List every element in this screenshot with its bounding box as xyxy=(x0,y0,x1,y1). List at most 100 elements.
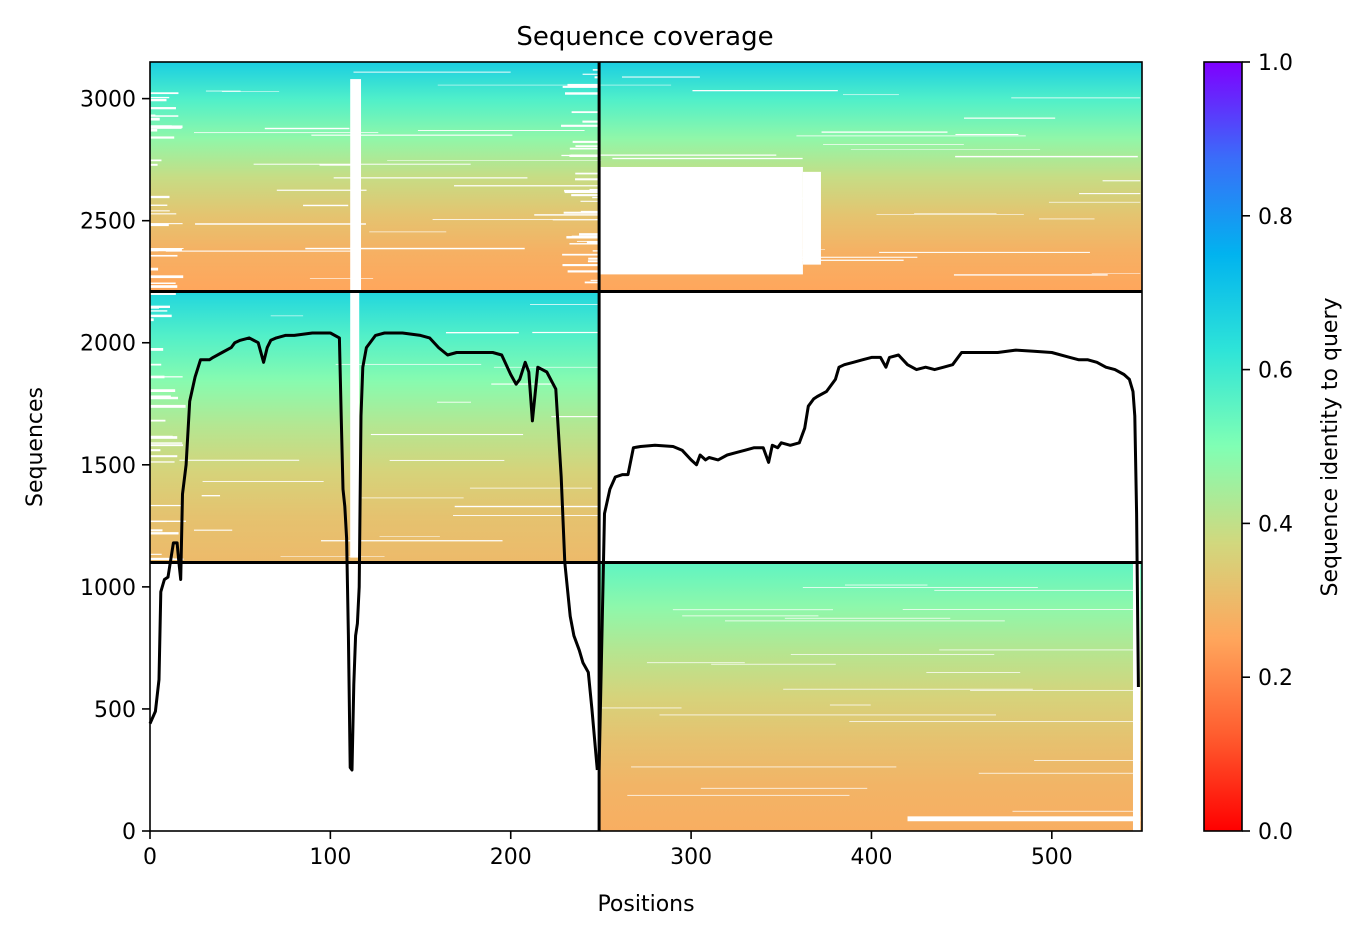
coverage-gap xyxy=(821,131,948,133)
coverage-gap xyxy=(321,540,503,542)
coverage-gap xyxy=(150,292,176,295)
coverage-gap xyxy=(766,345,980,347)
coverage-gap xyxy=(280,556,385,557)
coverage-gap xyxy=(150,223,183,225)
coverage-gap xyxy=(150,96,170,99)
coverage-gap xyxy=(150,254,178,257)
coverage-gap xyxy=(576,240,713,242)
coverage-gap xyxy=(1091,273,1141,274)
coverage-block xyxy=(599,562,1142,831)
coverage-gap xyxy=(682,615,819,617)
coverage-gap xyxy=(150,532,179,535)
coverage-gap xyxy=(150,275,184,279)
coverage-gap xyxy=(587,260,600,263)
coverage-gap xyxy=(592,69,600,71)
coverage-gap xyxy=(387,160,602,161)
coverage-gap xyxy=(575,178,600,181)
coverage-gap xyxy=(150,107,176,110)
coverage-gap xyxy=(221,91,280,92)
coverage-gap xyxy=(437,401,471,403)
coverage-gap xyxy=(150,449,161,452)
coverage-gap xyxy=(783,688,1033,690)
coverage-gap xyxy=(955,155,1138,158)
coverage-gap xyxy=(978,772,1137,774)
coverage-gap xyxy=(842,94,899,96)
coverage-gap xyxy=(150,461,175,463)
coverage-gap xyxy=(205,90,241,92)
coverage-gap xyxy=(999,435,1141,436)
coverage-gap xyxy=(580,200,600,202)
coverage-gap xyxy=(724,620,1005,622)
coverage-line xyxy=(597,348,1140,771)
coverage-gap xyxy=(966,549,1141,551)
coverage-gap xyxy=(571,194,600,197)
coverage-gap xyxy=(150,125,182,129)
coverage-gap xyxy=(722,259,904,261)
coverage-gap xyxy=(1039,218,1095,220)
coverage-gap xyxy=(561,124,600,127)
coverage-gap xyxy=(784,617,951,619)
colorbar-tick-label: 0.4 xyxy=(1258,512,1293,537)
coverage-gap xyxy=(276,189,367,191)
coverage-gap xyxy=(569,243,600,245)
coverage-gap xyxy=(150,318,154,322)
coverage-gap xyxy=(939,649,1141,651)
coverage-gap xyxy=(778,512,884,513)
coverage-gap xyxy=(590,279,600,281)
coverage-gap xyxy=(201,495,221,497)
coverage-gap xyxy=(1102,180,1141,182)
coverage-gap xyxy=(571,111,600,114)
coverage-gap xyxy=(202,481,324,482)
coverage-gap xyxy=(802,171,821,265)
coverage-gap xyxy=(150,310,168,312)
coverage-gap xyxy=(902,609,1141,610)
coverage-gap xyxy=(165,250,360,252)
coverage-gap xyxy=(564,189,600,192)
coverage-gap xyxy=(955,133,1019,136)
coverage-gap xyxy=(744,402,887,404)
coverage-gap xyxy=(270,315,304,317)
coverage-gap xyxy=(757,534,824,536)
coverage-gap xyxy=(584,281,600,284)
coverage-gap xyxy=(1008,316,1141,318)
coverage-gap xyxy=(150,163,158,166)
coverage-gap xyxy=(552,219,743,221)
coverage-gap xyxy=(150,504,184,507)
coverage-gap xyxy=(150,404,186,408)
coverage-gap xyxy=(711,663,836,665)
coverage-gap xyxy=(150,520,186,522)
y-axis-label: Sequences xyxy=(23,387,48,507)
coverage-gap xyxy=(562,253,600,256)
coverage-gap xyxy=(592,196,600,199)
coverage-gap xyxy=(696,256,918,258)
coverage-gap xyxy=(588,257,600,260)
coverage-gap xyxy=(711,249,826,250)
coverage-gap xyxy=(369,231,447,233)
coverage-gap xyxy=(150,213,177,215)
coverage-gap xyxy=(150,117,160,121)
coverage-gap xyxy=(926,672,1021,673)
coverage-gap xyxy=(454,185,608,187)
x-tick-label: 300 xyxy=(670,845,712,870)
coverage-gap xyxy=(777,393,986,395)
coverage-gap xyxy=(575,145,600,147)
coverage-gap xyxy=(379,536,440,537)
coverage-gap xyxy=(970,689,1141,691)
coverage-gap xyxy=(150,529,163,532)
chart-title: Sequence coverage xyxy=(516,22,773,52)
coverage-gap xyxy=(150,267,159,271)
coverage-gap xyxy=(563,211,600,214)
coverage-gap xyxy=(1011,97,1141,99)
coverage-gap xyxy=(193,132,379,134)
y-tick-label: 500 xyxy=(94,698,136,723)
coverage-gap xyxy=(335,363,482,365)
y-tick-label: 0 xyxy=(122,820,136,845)
colorbar-tick-label: 0.8 xyxy=(1258,205,1293,230)
coverage-gap xyxy=(150,376,183,378)
coverage-lines xyxy=(148,331,1140,772)
coverage-gap xyxy=(350,291,360,558)
coverage-gap xyxy=(491,383,553,385)
coverage-gap xyxy=(353,71,511,73)
coverage-gap xyxy=(582,73,600,75)
